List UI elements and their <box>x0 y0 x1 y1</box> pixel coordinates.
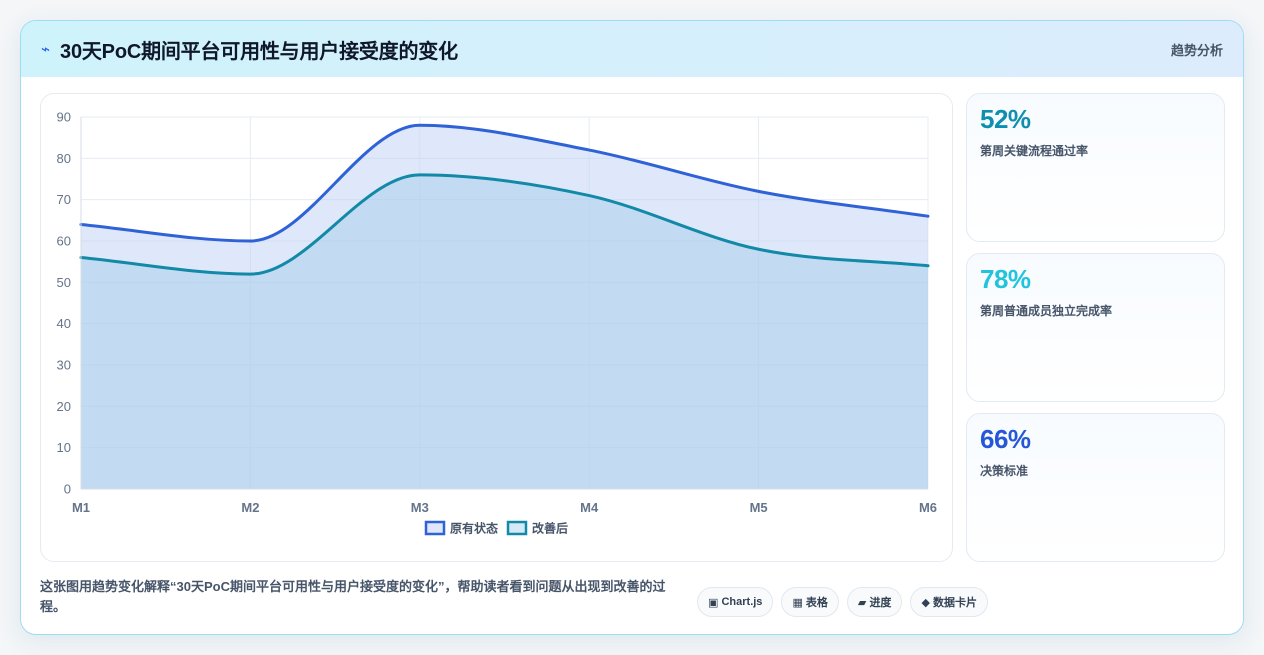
x-tick-label: M2 <box>241 500 259 515</box>
header-left: ⌁ 30天PoC期间平台可用性与用户接受度的变化 <box>41 35 458 64</box>
y-tick-label: 40 <box>57 316 71 331</box>
y-tick-label: 70 <box>57 192 71 207</box>
dashboard-card: ⌁ 30天PoC期间平台可用性与用户接受度的变化 趋势分析 0 10 20 30 40 5… <box>20 20 1244 635</box>
x-tick-label: M1 <box>72 500 90 515</box>
chip-label: 表格 <box>805 597 828 609</box>
legend-swatch <box>506 520 528 536</box>
y-tick-label: 10 <box>57 440 71 455</box>
card-header: ⌁ 30天PoC期间平台可用性与用户接受度的变化 趋势分析 <box>21 21 1243 77</box>
chip-label: Chart.js <box>721 596 763 608</box>
x-tick-label: M4 <box>580 500 599 515</box>
diamond-icon: ◆ <box>921 596 930 609</box>
header-tag: 趋势分析 <box>1170 42 1223 58</box>
chip-progress[interactable]: ▰ 进度 <box>846 587 903 617</box>
progress-icon: ▰ <box>857 596 867 609</box>
bolt-icon: ⌁ <box>41 41 51 58</box>
x-tick-label: M5 <box>750 500 768 515</box>
chip-data-card[interactable]: ◆ 数据卡片 <box>910 587 988 617</box>
stat-value: 66% <box>980 424 1031 454</box>
chip-chartjs[interactable]: ▣ Chart.js <box>697 587 774 617</box>
stat-label: 第周普通成员独立完成率 <box>980 304 1113 318</box>
chip-list: ▣ Chart.js ▦ 表格 ▰ 进度 ◆ 数据卡片 <box>697 587 996 617</box>
chart-panel: 0 10 20 30 40 50 60 70 80 90 M1 M2 M3 M4 M5 M6 原有状态 改善后 <box>40 93 953 562</box>
stat-card-2: 78% 第周普通成员独立完成率 <box>966 253 1225 402</box>
legend-label: 原有状态 <box>450 521 498 536</box>
table-icon: ▦ <box>792 596 803 609</box>
y-tick-label: 90 <box>57 110 71 125</box>
x-tick-label: M6 <box>919 500 937 515</box>
chip-label: 数据卡片 <box>932 597 977 609</box>
stat-card-3: 66% 决策标准 <box>966 413 1225 562</box>
legend-swatch <box>424 520 446 536</box>
legend-label: 改善后 <box>532 521 568 536</box>
y-tick-label: 80 <box>57 151 71 166</box>
y-tick-label: 30 <box>57 358 71 373</box>
area-chart: 0 10 20 30 40 50 60 70 80 90 M1 M2 M3 M4 M5 M6 原有状态 改善后 <box>57 110 938 536</box>
y-tick-label: 50 <box>57 275 71 290</box>
stat-card-1: 52% 第周关键流程通过率 <box>966 93 1225 242</box>
y-tick-label: 0 <box>64 482 71 497</box>
chip-table[interactable]: ▦ 表格 <box>781 587 839 617</box>
series-area-1 <box>81 125 928 489</box>
stat-label: 决策标准 <box>980 464 1029 478</box>
chart-description: 这张图用趋势变化解释“30天PoC期间平台可用性与用户接受度的变化”，帮助读者看… <box>40 579 666 614</box>
y-tick-label: 60 <box>57 234 71 249</box>
series-line-1 <box>79 123 930 243</box>
series-line-2 <box>79 173 930 276</box>
stat-value: 78% <box>980 264 1031 294</box>
page-title: 30天PoC期间平台可用性与用户接受度的变化 <box>60 40 458 63</box>
series-area-2 <box>81 174 928 489</box>
chart-icon: ▣ <box>708 596 719 609</box>
chip-label: 进度 <box>869 597 892 609</box>
stat-label: 第周关键流程通过率 <box>980 144 1089 158</box>
y-tick-label: 20 <box>57 399 71 414</box>
x-tick-label: M3 <box>411 500 429 515</box>
stat-value: 52% <box>980 104 1031 134</box>
